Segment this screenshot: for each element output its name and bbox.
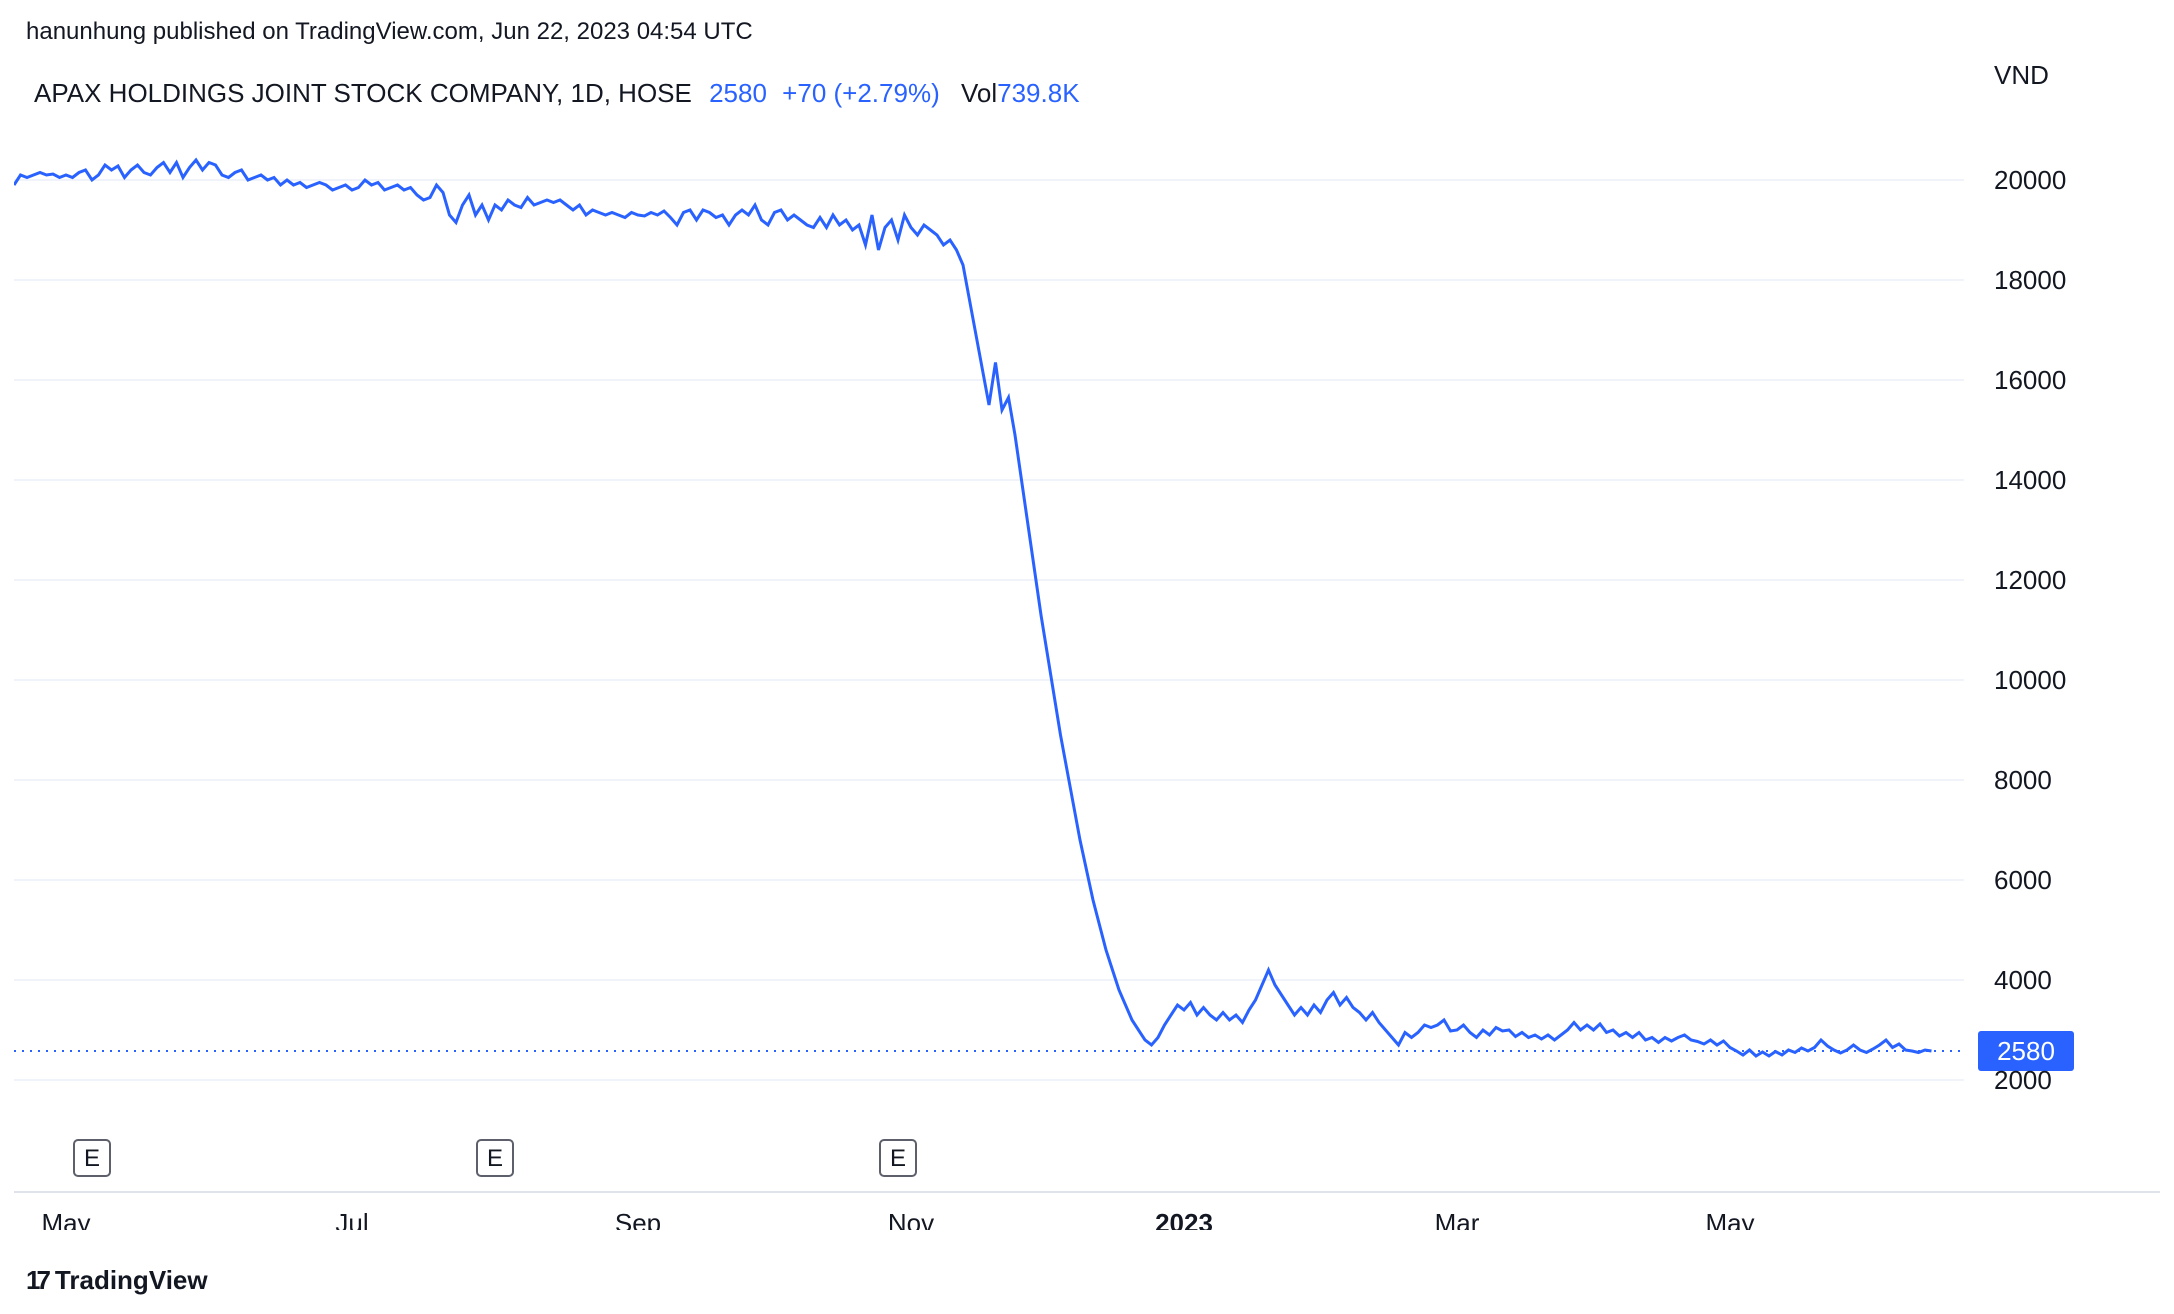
chart-svg: 2580 2000 4000 6000 8000 10000 12000 14000 1600…	[14, 60, 2160, 1230]
x-tick-label: 2023	[1155, 1208, 1213, 1230]
x-tick-label: May	[41, 1208, 90, 1230]
earnings-event-label: E	[84, 1145, 100, 1172]
price-series-line	[14, 160, 1932, 1056]
y-tick-label: 14000	[1994, 465, 2066, 495]
logo-glyph: 17	[26, 1265, 47, 1296]
y-tick-label: 8000	[1994, 765, 2052, 795]
y-tick-label: 12000	[1994, 565, 2066, 595]
x-tick-label: Mar	[1435, 1208, 1480, 1230]
currency-label: VND	[1994, 60, 2049, 90]
y-tick-label: 16000	[1994, 365, 2066, 395]
earnings-event-label: E	[890, 1145, 906, 1172]
x-tick-label: Jul	[335, 1208, 368, 1230]
publish-info: hanunhung published on TradingView.com, …	[26, 18, 753, 46]
logo-text: TradingView	[55, 1265, 208, 1296]
y-tick-label: 18000	[1994, 265, 2066, 295]
earnings-event-label: E	[487, 1145, 503, 1172]
x-tick-label: May	[1705, 1208, 1754, 1230]
y-tick-label: 6000	[1994, 865, 2052, 895]
price-chart[interactable]: 2580 2000 4000 6000 8000 10000 12000 14000 1600…	[14, 60, 2160, 1230]
y-tick-label: 10000	[1994, 665, 2066, 695]
x-tick-label: Sep	[615, 1208, 661, 1230]
y-tick-label: 2000	[1994, 1065, 2052, 1095]
last-price-badge-text: 2580	[1997, 1036, 2055, 1066]
x-tick-label: Nov	[888, 1208, 934, 1230]
y-tick-label: 4000	[1994, 965, 2052, 995]
y-tick-label: 20000	[1994, 165, 2066, 195]
tradingview-logo: 17 TradingView	[26, 1265, 208, 1296]
